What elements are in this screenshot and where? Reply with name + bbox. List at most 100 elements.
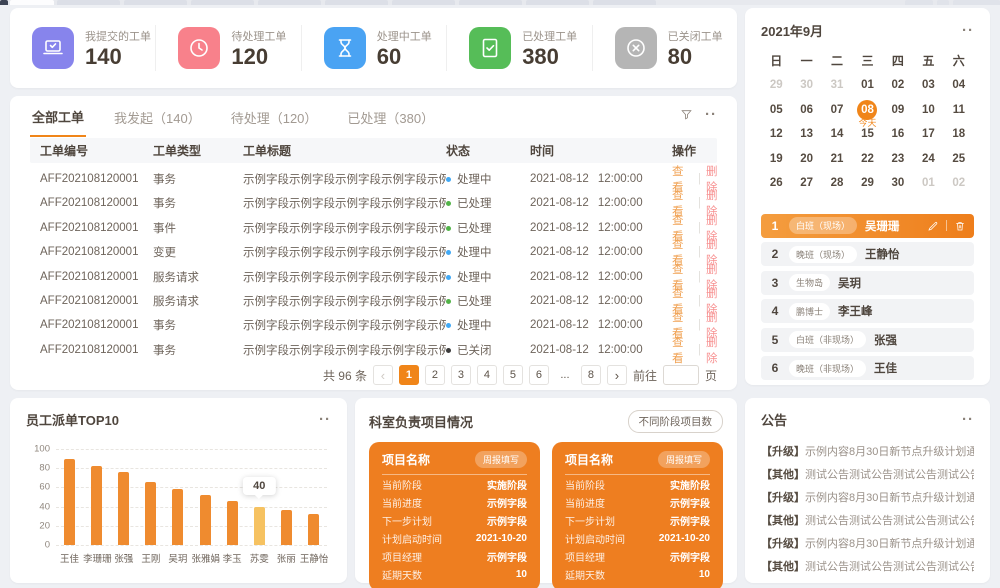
- page-button[interactable]: 3: [450, 365, 471, 386]
- page-button[interactable]: 2: [424, 365, 445, 386]
- browser-tab[interactable]: [459, 0, 522, 5]
- browser-tab[interactable]: [325, 0, 388, 5]
- page-button[interactable]: 1: [398, 365, 419, 386]
- page-button[interactable]: 5: [502, 365, 523, 386]
- delete-link[interactable]: 删除: [706, 214, 718, 243]
- calendar-day[interactable]: 14: [822, 122, 852, 147]
- announcement-item[interactable]: 【其他】测试公告测试公告测试公告测试公告测试公告: [761, 508, 974, 531]
- more-icon[interactable]: ··: [962, 410, 974, 428]
- delete-link[interactable]: 删除: [706, 190, 718, 219]
- browser-tab[interactable]: [526, 0, 589, 5]
- page-input[interactable]: [662, 365, 699, 386]
- tab-active[interactable]: 全部工单: [30, 96, 87, 137]
- chart-bar[interactable]: [307, 514, 319, 545]
- chart-bar[interactable]: [64, 458, 76, 545]
- view-link[interactable]: 查看: [672, 312, 684, 341]
- calendar-day[interactable]: 30: [883, 171, 913, 196]
- calendar-day[interactable]: 02: [883, 73, 913, 98]
- tab-item[interactable]: 待处理（120）: [230, 110, 318, 126]
- delete-link[interactable]: 删除: [706, 239, 718, 268]
- announcement-item[interactable]: 【升级】 示例内容8月30日新节点升级计划通知: [761, 531, 974, 554]
- calendar-day[interactable]: 19: [761, 147, 791, 172]
- shift-row[interactable]: 1 白班（现场） 吴珊珊: [761, 213, 974, 238]
- announcement-item[interactable]: 【升级】 示例内容8月30日新节点升级计划通知: [761, 485, 974, 508]
- calendar-day[interactable]: 29: [852, 171, 882, 196]
- view-link[interactable]: 查看: [672, 287, 684, 316]
- chart-bar[interactable]: [145, 481, 157, 545]
- browser-tab[interactable]: [10, 0, 54, 5]
- page-button[interactable]: 8: [580, 365, 601, 386]
- page-button[interactable]: 6: [528, 365, 549, 386]
- calendar-day[interactable]: 12: [761, 122, 791, 147]
- view-link[interactable]: 查看: [672, 190, 684, 219]
- filter-icon[interactable]: [680, 108, 693, 121]
- chart-bar[interactable]: [91, 466, 103, 545]
- chart-bar[interactable]: [226, 500, 238, 545]
- browser-tab[interactable]: [953, 0, 1000, 5]
- weekly-report-button[interactable]: 周报填写: [657, 451, 710, 468]
- calendar-day[interactable]: 01: [852, 73, 882, 98]
- prev-page-button[interactable]: ‹: [372, 365, 393, 386]
- tab-item[interactable]: 我发起（140）: [114, 110, 201, 126]
- delete-link[interactable]: 删除: [706, 312, 718, 341]
- calendar-day[interactable]: 06: [791, 98, 821, 123]
- calendar-day[interactable]: 15: [852, 122, 882, 147]
- calendar-day[interactable]: 31: [822, 73, 852, 98]
- calendar-day[interactable]: 27: [791, 171, 821, 196]
- calendar-day[interactable]: 24: [913, 147, 943, 172]
- browser-tab[interactable]: [191, 0, 254, 5]
- view-link[interactable]: 查看: [672, 336, 684, 365]
- calendar-day[interactable]: 22: [852, 147, 882, 172]
- calendar-day[interactable]: 13: [791, 122, 821, 147]
- browser-tab[interactable]: [593, 0, 656, 5]
- delete-link[interactable]: 删除: [706, 336, 718, 365]
- browser-tab[interactable]: [392, 0, 455, 5]
- calendar-day[interactable]: 16: [883, 122, 913, 147]
- chart-bar[interactable]: [199, 495, 211, 545]
- announcement-item[interactable]: 【升级】 示例内容8月30日新节点升级计划通知: [761, 439, 974, 462]
- chart-bar[interactable]: [172, 489, 184, 545]
- calendar-day[interactable]: 05: [761, 98, 791, 123]
- view-link[interactable]: 查看: [672, 263, 684, 292]
- calendar-day[interactable]: 01: [913, 171, 943, 196]
- browser-tab[interactable]: [124, 0, 187, 5]
- calendar-day[interactable]: 07: [822, 98, 852, 123]
- calendar-day[interactable]: 10: [913, 98, 943, 123]
- calendar-day[interactable]: 11: [944, 98, 974, 123]
- weekly-report-button[interactable]: 周报填写: [474, 451, 527, 468]
- browser-tab[interactable]: [57, 0, 120, 5]
- delete-link[interactable]: 删除: [706, 287, 718, 316]
- calendar-day[interactable]: 21: [822, 147, 852, 172]
- browser-tab[interactable]: [0, 0, 8, 5]
- calendar-day-today[interactable]: 08 今天: [852, 98, 882, 128]
- calendar-day[interactable]: 30: [791, 73, 821, 98]
- calendar-day[interactable]: 02: [944, 171, 974, 196]
- chart-bar[interactable]: [253, 506, 265, 545]
- chart-bar[interactable]: [280, 510, 292, 545]
- calendar-day[interactable]: 18: [944, 122, 974, 147]
- calendar-day[interactable]: 25: [944, 147, 974, 172]
- calendar-day[interactable]: 29: [761, 73, 791, 98]
- shift-row[interactable]: 6 晚班（非现场） 王佳: [761, 356, 974, 380]
- calendar-day[interactable]: 23: [883, 147, 913, 172]
- browser-tab[interactable]: [937, 0, 949, 5]
- announcement-item[interactable]: 【其他】测试公告测试公告测试公告测试公告测试公告: [761, 462, 974, 485]
- delete-link[interactable]: 删除: [706, 166, 718, 194]
- view-link[interactable]: 查看: [672, 239, 684, 268]
- more-icon[interactable]: ··: [705, 105, 717, 123]
- browser-tab[interactable]: [905, 0, 933, 5]
- calendar-day[interactable]: 03: [913, 73, 943, 98]
- calendar-day[interactable]: 09: [883, 98, 913, 123]
- shift-row[interactable]: 2 晚班（现场） 王静怡: [761, 242, 974, 266]
- edit-icon[interactable]: [927, 220, 939, 232]
- stage-filter-button[interactable]: 不同阶段项目数: [627, 410, 723, 433]
- calendar-day[interactable]: 20: [791, 147, 821, 172]
- next-page-button[interactable]: ›: [606, 365, 627, 386]
- browser-tab[interactable]: [258, 0, 321, 5]
- calendar-day[interactable]: 28: [822, 171, 852, 196]
- page-button[interactable]: 4: [476, 365, 497, 386]
- announcement-item[interactable]: 【其他】测试公告测试公告测试公告测试公告测试公告: [761, 554, 974, 577]
- shift-row[interactable]: 4 鹏博士 李王峰: [761, 299, 974, 323]
- delete-link[interactable]: 删除: [706, 263, 718, 292]
- tab-item[interactable]: 已处理（380）: [347, 110, 435, 126]
